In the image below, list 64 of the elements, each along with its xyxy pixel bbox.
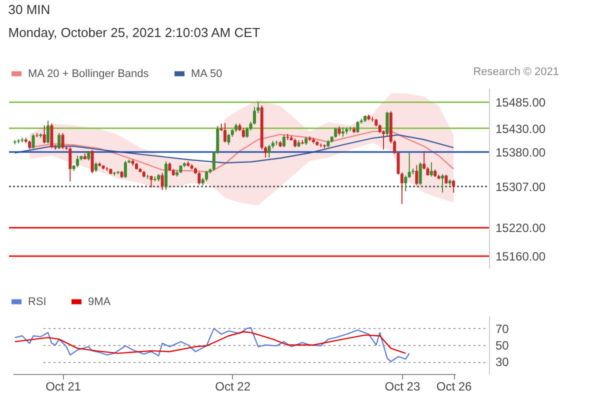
candlestick <box>334 127 338 138</box>
candlestick <box>418 162 422 186</box>
candlestick <box>87 150 90 161</box>
candlestick <box>68 146 72 182</box>
candlestick <box>61 132 64 150</box>
line-series <box>14 331 406 354</box>
y-tick-label: 15380.00 <box>496 145 546 160</box>
candlestick <box>46 120 50 144</box>
candlestick <box>164 160 168 190</box>
candlestick <box>58 132 61 150</box>
candlestick <box>160 172 164 190</box>
candlestick <box>32 133 35 150</box>
category-label: Oct 22 <box>215 380 251 394</box>
chart-title: 30 MIN <box>8 2 50 17</box>
category-label: Oct 26 <box>436 380 472 394</box>
candlestick <box>106 166 109 172</box>
candlestick <box>356 120 360 134</box>
candlestick <box>42 124 46 144</box>
candlestick <box>76 155 80 168</box>
line-series <box>14 134 454 164</box>
candlestick <box>146 174 150 180</box>
legend-label: MA 50 <box>191 68 222 80</box>
legend-label: MA 20 + Bollinger Bands <box>28 68 150 80</box>
line-series <box>28 130 454 172</box>
y-tick-label: 50 <box>496 338 510 352</box>
legend-label: 9MA <box>88 296 112 308</box>
category-label: Oct 23 <box>384 380 420 394</box>
candlestick <box>242 128 245 138</box>
y-tick-label: 70 <box>496 322 510 336</box>
candlestick <box>415 164 418 186</box>
candlestick <box>275 140 278 146</box>
candlestick <box>452 179 456 194</box>
y-tick-label: 15485.00 <box>496 96 546 110</box>
candlestick <box>35 132 38 138</box>
line-series <box>14 327 410 362</box>
candlestick <box>408 152 411 178</box>
y-tick-label: 15160.00 <box>496 250 546 264</box>
text: Research © 2021 <box>473 66 559 78</box>
candlestick <box>205 170 208 182</box>
candlestick <box>422 150 426 170</box>
candlestick <box>268 144 271 158</box>
candlestick <box>227 133 230 146</box>
candlestick <box>90 150 94 174</box>
y-tick-label: 15220.00 <box>496 221 546 236</box>
y-tick-label: 15307.00 <box>496 180 546 194</box>
legend-label: RSI <box>28 296 46 308</box>
candlestick <box>404 175 408 192</box>
candlestick <box>440 174 444 194</box>
candlestick <box>444 174 448 185</box>
candlestick <box>150 175 153 188</box>
candlestick <box>94 162 98 172</box>
y-tick-label: 15430.00 <box>496 122 546 136</box>
candlestick <box>430 162 433 178</box>
candlestick <box>50 123 54 149</box>
candlestick <box>386 111 389 136</box>
candlestick <box>124 160 127 178</box>
candlestick <box>341 126 344 138</box>
candlestick <box>198 171 201 186</box>
y-tick-label: 30 <box>496 355 510 370</box>
candlestick <box>282 134 286 148</box>
chart-subtitle: Monday, October 25, 2021 2:10:03 AM CET <box>8 25 260 40</box>
category-label: Oct 21 <box>46 380 81 394</box>
candlestick <box>246 126 249 138</box>
candlestick <box>223 122 226 143</box>
